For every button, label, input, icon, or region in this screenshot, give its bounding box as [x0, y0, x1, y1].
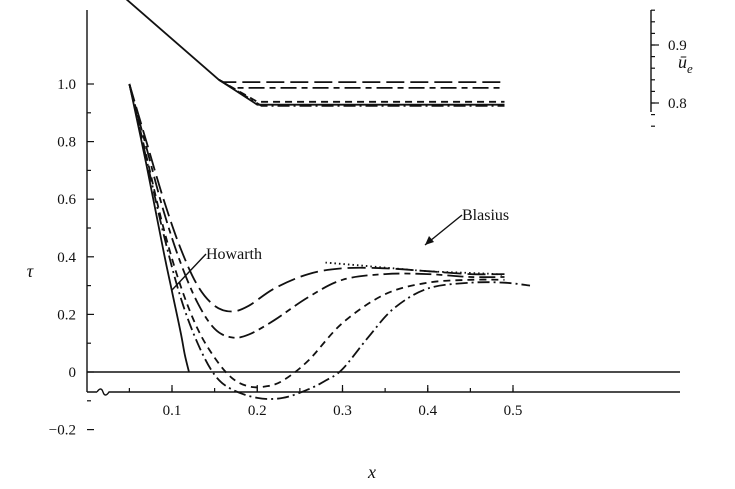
- x-tick-label: 0.4: [418, 403, 437, 419]
- tau-series-long-dash: [128, 83, 505, 313]
- blasius-annotation: Blasius: [462, 207, 509, 224]
- x-axis-line: [87, 388, 680, 396]
- right-axis-title-main: ū: [678, 52, 687, 72]
- tau-series-dash-dot: [128, 83, 531, 400]
- right-axis-title-subscript: e: [687, 61, 693, 76]
- y-tick-label: 1.0: [57, 77, 76, 93]
- right-axis-title: ūe: [678, 52, 693, 76]
- x-tick-label: 0.1: [163, 403, 182, 419]
- tau-series-long-short-dash: [128, 83, 505, 339]
- x-axis-title: x: [367, 462, 376, 482]
- tau-series-solid: [128, 83, 190, 373]
- x-tick-label: 0.3: [333, 403, 352, 419]
- y-tick-label: 0.6: [57, 192, 76, 208]
- right-tick-label: 0.9: [668, 38, 687, 54]
- right-tick-label: 0.8: [668, 96, 687, 112]
- y-tick-label: 0.8: [57, 135, 76, 151]
- howarth-pointer: [171, 253, 207, 291]
- ue-series-short-dash: [218, 79, 505, 103]
- howarth-annotation: Howarth: [206, 246, 262, 263]
- ue-series-solid: [125, 0, 220, 81]
- x-tick-label: 0.2: [248, 403, 267, 419]
- y-tick-label: 0: [69, 365, 77, 381]
- tau-series-short-dash: [128, 83, 505, 389]
- y-tick-label: 0.2: [57, 307, 76, 323]
- y-tick-label: 0.4: [57, 250, 76, 266]
- ue-series-solid: [218, 79, 505, 106]
- ue-series-long-short-dash: [218, 79, 505, 89]
- y-axis-title: τ: [27, 261, 34, 281]
- blasius-arrowhead: [425, 236, 434, 245]
- x-tick-label: 0.5: [504, 403, 523, 419]
- ue-series-long-dash: [218, 79, 505, 83]
- y-tick-label: −0.2: [49, 423, 76, 439]
